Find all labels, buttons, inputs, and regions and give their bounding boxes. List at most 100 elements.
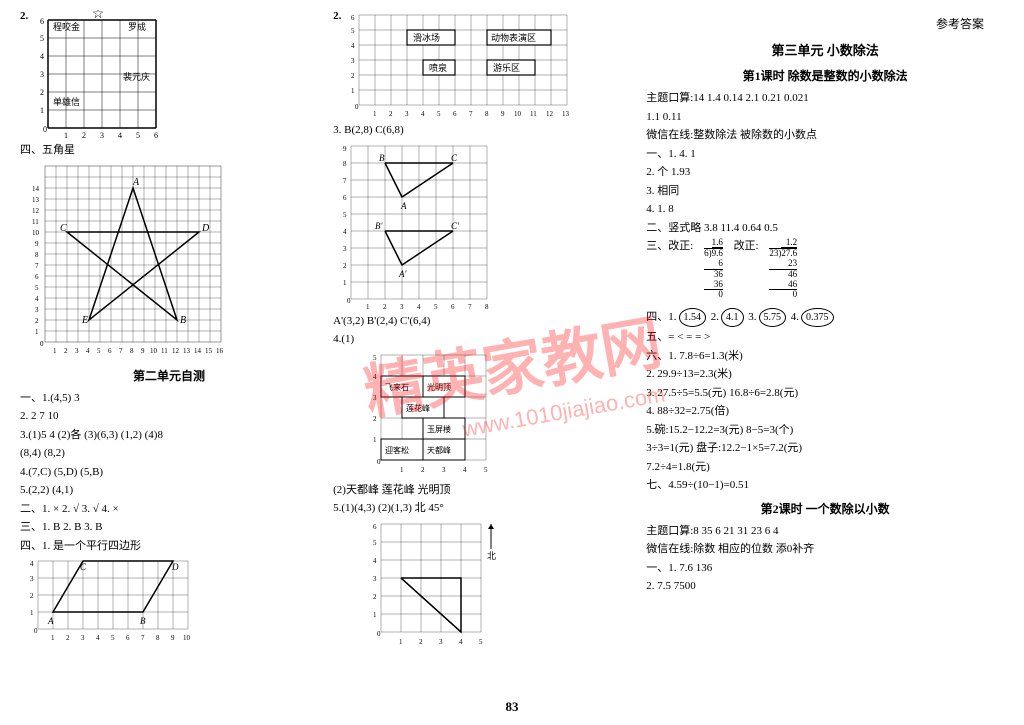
svg-text:9: 9 (141, 347, 145, 355)
svg-text:7: 7 (469, 110, 473, 118)
svg-text:1: 1 (399, 638, 403, 646)
column-2: 2. 滑冰场动物表演区 喷泉游乐区 012345678910111213 123… (333, 10, 631, 715)
svg-text:5: 5 (351, 27, 355, 35)
c3-b3: 3. 27.5÷5=5.5(元) 16.8÷6=2.8(元) (646, 385, 1004, 402)
svg-text:9: 9 (501, 110, 505, 118)
c3-b6: 3÷3=1(元) 盘子:12.2−1×5=7.2(元) (646, 440, 1004, 457)
svg-text:6: 6 (453, 110, 457, 118)
svg-text:8: 8 (485, 303, 489, 311)
svg-text:15: 15 (205, 347, 213, 355)
svg-text:喷泉: 喷泉 (429, 62, 447, 73)
svg-text:D: D (201, 223, 210, 234)
c3-b7: 7.2÷4=1.8(元) (646, 459, 1004, 476)
apple-4: 0.375 (801, 308, 834, 327)
svg-text:10: 10 (514, 110, 522, 118)
c2-l4b: (2)天都峰 莲花峰 光明顶 (333, 482, 631, 499)
svg-text:14: 14 (194, 347, 202, 355)
svg-text:2: 2 (383, 303, 387, 311)
svg-text:3: 3 (439, 638, 443, 646)
svg-text:4: 4 (40, 52, 44, 61)
svg-text:3: 3 (400, 303, 404, 311)
svg-text:2: 2 (389, 110, 393, 118)
svg-text:5: 5 (343, 211, 347, 219)
c3-a0: 主题口算:14 1.4 0.14 2.1 0.21 0.021 (646, 90, 1004, 107)
svg-text:1: 1 (373, 436, 377, 444)
svg-text:4: 4 (96, 634, 100, 642)
column-3: 第三单元 小数除法 第1课时 除数是整数的小数除法 主题口算:14 1.4 0.… (646, 10, 1004, 715)
svg-text:C: C (451, 153, 458, 163)
svg-text:2: 2 (64, 347, 68, 355)
svg-text:4: 4 (30, 560, 34, 568)
svg-text:8: 8 (156, 634, 160, 642)
apple-3: 5.75 (759, 308, 787, 327)
svg-text:13: 13 (32, 196, 40, 204)
svg-text:9: 9 (343, 145, 347, 153)
svg-text:4: 4 (343, 228, 347, 236)
text-wujiaoxing: 四、五角星 (20, 142, 318, 159)
svg-text:3: 3 (343, 245, 347, 253)
svg-text:13: 13 (562, 110, 570, 118)
q2-label: 2. (20, 10, 28, 22)
svg-text:1: 1 (343, 279, 347, 287)
svg-text:8: 8 (35, 251, 39, 259)
svg-text:0: 0 (377, 630, 381, 638)
svg-text:11: 11 (161, 347, 168, 355)
grid-c2-2: BAC B'A'C' 012345678 123456789 (333, 141, 631, 311)
svg-text:5: 5 (479, 638, 483, 646)
svg-text:单雄信: 单雄信 (53, 96, 80, 107)
svg-text:6: 6 (343, 194, 347, 202)
svg-text:5: 5 (40, 34, 44, 43)
page-number: 83 (506, 699, 519, 715)
svg-text:3: 3 (81, 634, 85, 642)
svg-text:滑冰场: 滑冰场 (413, 32, 440, 43)
svg-text:6: 6 (351, 14, 355, 22)
svg-text:飞来石: 飞来石 (385, 383, 409, 392)
svg-text:C': C' (451, 221, 460, 231)
svg-text:5: 5 (373, 354, 377, 362)
svg-text:A: A (132, 177, 140, 188)
svg-text:7: 7 (141, 634, 145, 642)
c3-b5: 5.碗:15.2−12.2=3(元) 8−5=3(个) (646, 422, 1004, 439)
svg-text:10: 10 (183, 634, 191, 642)
svg-text:A': A' (398, 269, 407, 279)
svg-text:0: 0 (355, 103, 359, 111)
svg-text:1: 1 (40, 106, 44, 115)
svg-text:5: 5 (484, 466, 488, 474)
division-2: 1.2 23)27.6 23 46 46 0 (769, 238, 797, 300)
svg-text:1: 1 (35, 328, 39, 336)
svg-text:罗成: 罗成 (128, 21, 146, 32)
c2-q2: 2. (333, 10, 341, 22)
svg-text:7: 7 (343, 177, 347, 185)
c3-a6: 4. 1. 8 (646, 201, 1004, 218)
svg-text:4: 4 (373, 373, 377, 381)
svg-text:12: 12 (172, 347, 180, 355)
svg-text:1: 1 (30, 609, 34, 617)
c3-b1: 六、1. 7.8÷6=1.3(米) (646, 348, 1004, 365)
svg-text:6: 6 (126, 634, 130, 642)
page-content: 2. ☆ 程咬金 罗成 单雄信 裴元庆 0123456 123456 四、五角星… (0, 0, 1024, 725)
grid-star: A B C D E 012345678910111213141516 12345… (20, 161, 318, 361)
grid-1: ☆ 程咬金 罗成 单雄信 裴元庆 0123456 123456 (28, 10, 168, 140)
svg-text:3: 3 (35, 306, 39, 314)
svg-text:5: 5 (97, 347, 101, 355)
svg-text:1: 1 (373, 110, 377, 118)
c3-a2: 微信在线:整数除法 被除数的小数点 (646, 127, 1004, 144)
lesson2-title: 第2课时 一个数除以小数 (646, 500, 1004, 517)
svg-text:12: 12 (32, 207, 40, 215)
svg-text:C: C (60, 223, 67, 234)
svg-text:5: 5 (136, 131, 140, 140)
svg-text:1: 1 (351, 87, 355, 95)
c3-a4: 2. 个 1.93 (646, 164, 1004, 181)
svg-text:D: D (171, 562, 179, 572)
svg-text:3: 3 (30, 575, 34, 583)
c3-b2: 2. 29.9÷13=2.3(米) (646, 366, 1004, 383)
c3-a8: 三、改正: 1.6 6)9.6 6 36 36 0 改正: 1.2 23)27.… (646, 238, 1004, 300)
svg-text:5: 5 (35, 284, 39, 292)
svg-text:3: 3 (373, 575, 377, 583)
svg-text:2: 2 (373, 415, 377, 423)
svg-text:B: B (379, 153, 385, 163)
apple-2: 4.1 (721, 308, 744, 327)
svg-text:3: 3 (351, 57, 355, 65)
grid-c2-3: 飞来石光明顶 莲花峰 玉屏楼 迎客松天都峰 012345 12345 (363, 350, 631, 480)
svg-text:2: 2 (40, 88, 44, 97)
